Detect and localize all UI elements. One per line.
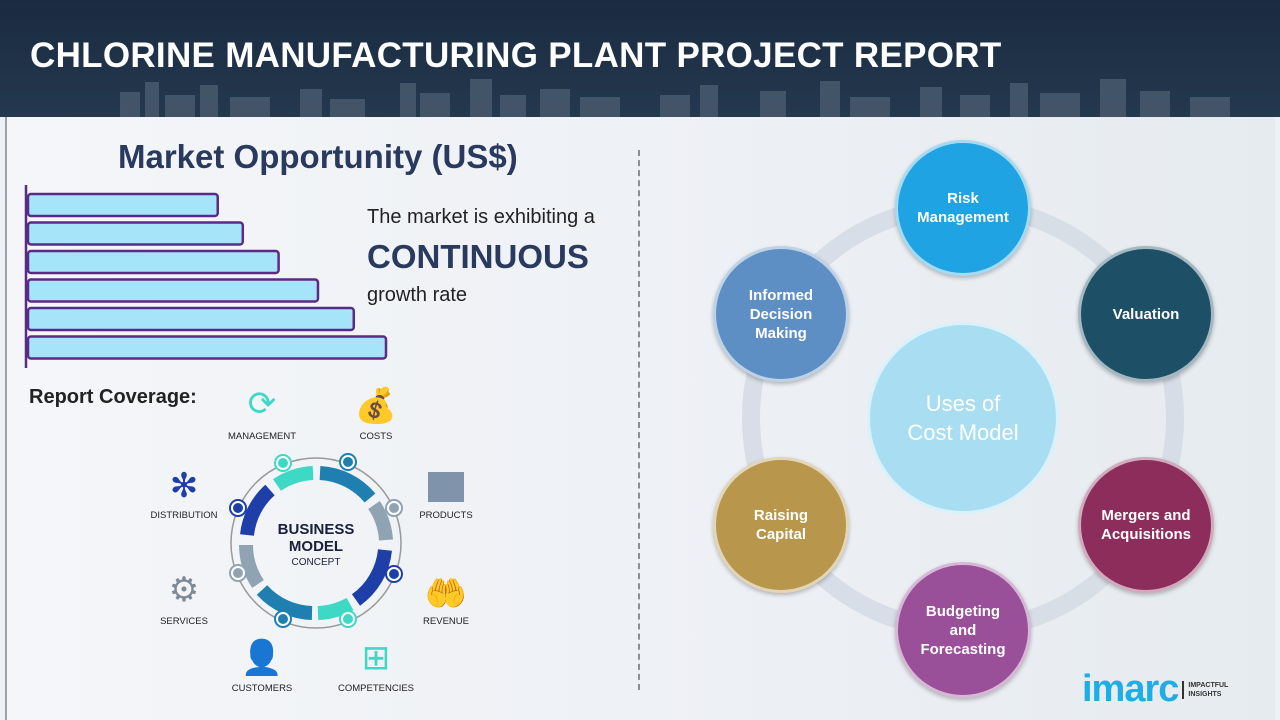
market-bar xyxy=(26,335,388,360)
use-label: Risk Management xyxy=(917,190,1009,226)
coverage-label-management: MANAGEMENT xyxy=(227,431,297,442)
org-chart-icon: ⊞ xyxy=(361,639,391,677)
lightbulb-cycle-icon: ⟳ xyxy=(247,385,277,423)
content-panel xyxy=(5,117,1275,720)
coverage-label-products: PRODUCTS xyxy=(419,510,473,521)
coverage-label-competencies: COMPETENCIES xyxy=(337,683,415,694)
market-opportunity-title: Market Opportunity (US$) xyxy=(118,138,518,175)
market-text-line2: growth rate xyxy=(367,284,468,306)
section-divider xyxy=(638,150,640,690)
market-bar xyxy=(26,192,219,218)
use-circle-informed-decision-making: Informed Decision Making xyxy=(713,246,849,382)
coverage-label-revenue: REVENUE xyxy=(423,616,469,627)
coverage-label-distribution: DISTRIBUTION xyxy=(150,510,218,521)
market-highlight: CONTINUOUS xyxy=(367,238,589,275)
coverage-label-services: SERVICES xyxy=(160,616,208,627)
network-icon: ✻ xyxy=(169,467,199,505)
market-bar xyxy=(26,278,320,303)
person-icon: 👤 xyxy=(240,639,284,677)
use-circle-mergers-acquisitions: Mergers and Acquisitions xyxy=(1078,457,1214,593)
use-circle-risk-management: Risk Management xyxy=(895,140,1031,276)
gears-icon: ⚙ xyxy=(168,571,200,609)
uses-center-label: Uses of Cost Model xyxy=(907,391,1019,445)
box-icon xyxy=(428,472,464,502)
hand-coins-icon: 🤲 xyxy=(424,575,468,613)
use-label: Raising Capital xyxy=(753,507,809,543)
coverage-label-costs: COSTS xyxy=(359,431,393,442)
market-text-line1: The market is exhibiting a xyxy=(367,206,595,228)
business-model-title: BUSINESS MODEL xyxy=(278,521,355,555)
uses-center-circle: Uses of Cost Model xyxy=(867,322,1059,514)
use-circle-budgeting-forecasting: Budgeting and Forecasting xyxy=(895,562,1031,698)
coverage-label-customers: CUSTOMERS xyxy=(231,683,293,694)
market-bar xyxy=(26,221,245,246)
market-bar xyxy=(26,249,280,275)
market-bar xyxy=(26,306,356,332)
use-circle-raising-capital: Raising Capital xyxy=(713,457,849,593)
city-skyline-graphic xyxy=(120,79,1230,117)
use-label: Informed Decision Making xyxy=(748,286,814,342)
money-bag-icon: 💰 xyxy=(354,387,398,425)
use-label: Budgeting and Forecasting xyxy=(920,602,1006,658)
header-banner: CHLORINE MANUFACTURING PLANT PROJECT REP… xyxy=(0,0,1280,117)
use-circle-valuation: Valuation xyxy=(1078,246,1214,382)
report-coverage-title: Report Coverage: xyxy=(29,386,197,408)
business-model-diagram: BUSINESS MODEL CONCEPT xyxy=(229,453,403,629)
business-model-subtitle: CONCEPT xyxy=(292,557,341,568)
page-title: CHLORINE MANUFACTURING PLANT PROJECT REP… xyxy=(30,36,1002,75)
imarc-logo: imarc IMPACTFUL INSIGHTS xyxy=(1082,668,1228,711)
use-label: Mergers and Acquisitions xyxy=(1100,507,1191,543)
market-bar-chart xyxy=(24,185,388,368)
use-label: Valuation xyxy=(1112,305,1180,323)
logo-tagline: IMPACTFUL INSIGHTS xyxy=(1182,680,1228,699)
logo-word: imarc xyxy=(1082,668,1179,710)
